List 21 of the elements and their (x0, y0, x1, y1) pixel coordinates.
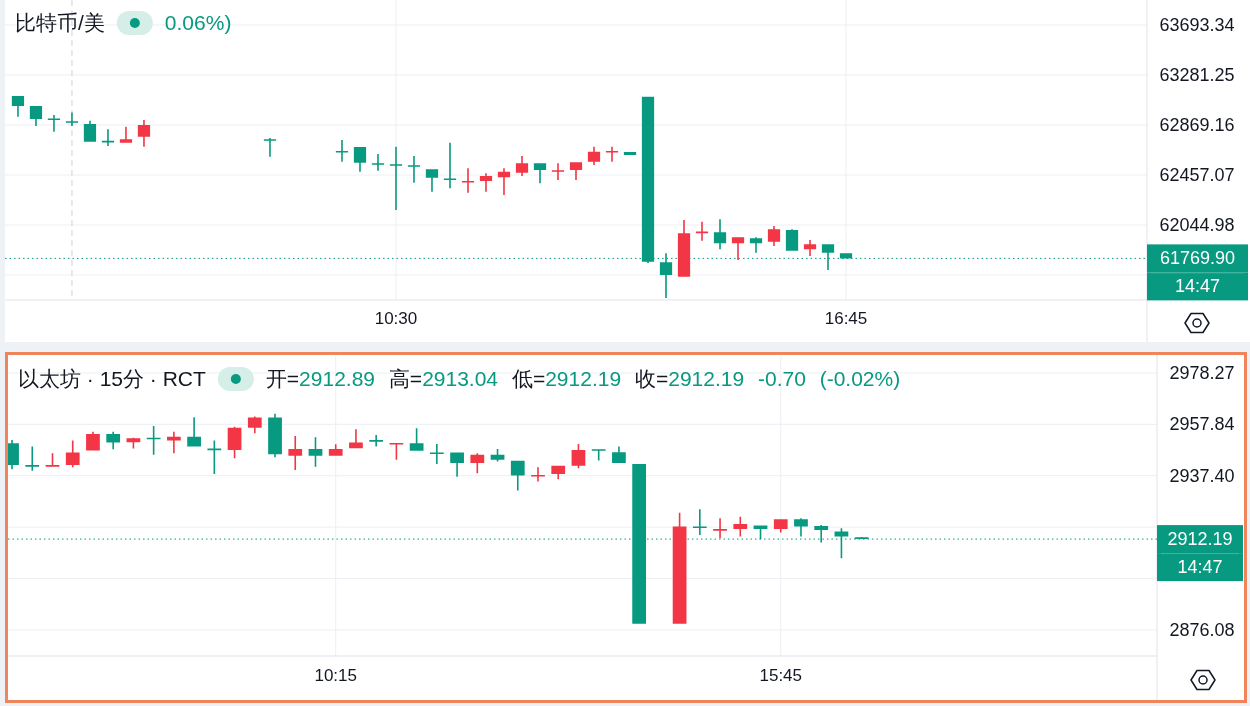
x-tick-label: 16:45 (824, 309, 868, 328)
text: 14:47 (1174, 276, 1221, 297)
ref-line-label: 2912.19 (1167, 529, 1233, 550)
text: 以太坊 · 15分 · RCT (18, 367, 207, 390)
y-tick-label: 62457.07 (1159, 164, 1235, 185)
y-tick-label: 2978.27 (1169, 362, 1235, 383)
text: 开=2912.89 高=2913.04 低=2912.19 收=2912.19 -0.70 (-0.02%) (265, 367, 901, 390)
y-tick-label: 62044.98 (1159, 215, 1235, 235)
text: 比特币/美 (15, 11, 105, 34)
annotation: 0.06%) (164, 11, 232, 34)
y-tick-label: 2876.08 (1169, 619, 1235, 640)
y-tick-label: 2957.84 (1169, 414, 1235, 435)
x-tick-label: 10:30 (374, 309, 418, 328)
y-tick-label: 62869.16 (1159, 114, 1235, 135)
text: 14:47 (1177, 557, 1223, 578)
x-tick-label: 15:45 (759, 666, 803, 685)
y-tick-label: 2937.40 (1169, 465, 1235, 486)
y-tick-label: 63281.25 (1159, 64, 1235, 85)
ref-line-label: 61769.90 (1159, 248, 1236, 269)
x-tick-label: 10:15 (314, 666, 357, 685)
y-tick-label: 63693.34 (1159, 14, 1235, 35)
